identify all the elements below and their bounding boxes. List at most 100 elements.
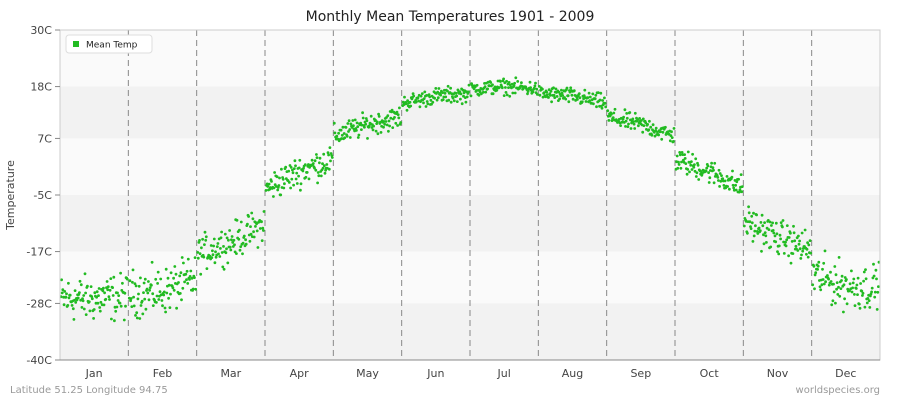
data-point — [832, 290, 836, 294]
data-point — [74, 301, 78, 304]
data-point — [138, 317, 142, 320]
data-point — [592, 102, 595, 106]
data-point — [105, 280, 109, 283]
data-point — [444, 95, 448, 99]
data-point — [857, 302, 861, 306]
data-point — [545, 93, 549, 97]
data-point — [298, 158, 302, 162]
data-point — [148, 288, 152, 292]
data-point — [343, 136, 347, 140]
x-axis-ticks: Jan Feb Mar Apr May Jun Jul Aug Sep Oct Nov Dec — [85, 367, 857, 380]
data-point — [374, 118, 377, 122]
data-point — [213, 261, 217, 265]
data-point — [864, 268, 867, 271]
data-point — [287, 181, 291, 184]
data-point — [128, 279, 132, 283]
data-point — [706, 164, 710, 168]
data-point — [449, 86, 452, 90]
data-point — [761, 224, 765, 228]
data-point — [360, 128, 363, 132]
data-point — [144, 307, 148, 311]
data-point — [348, 128, 352, 131]
data-point — [169, 292, 172, 296]
data-point — [65, 292, 68, 296]
data-point — [102, 286, 105, 290]
data-point — [813, 273, 817, 277]
data-point — [220, 230, 224, 234]
data-point — [420, 92, 424, 95]
data-point — [781, 225, 784, 229]
data-point — [246, 222, 249, 226]
data-point — [436, 96, 440, 100]
data-point — [812, 264, 816, 268]
data-point — [399, 121, 403, 124]
data-point — [307, 177, 311, 181]
data-point — [777, 252, 781, 256]
data-point — [327, 167, 331, 171]
data-point — [204, 238, 208, 242]
data-point — [732, 186, 736, 190]
data-point — [669, 134, 673, 138]
data-point — [282, 186, 286, 190]
data-point — [537, 85, 541, 88]
data-point — [116, 291, 119, 295]
data-point — [875, 308, 879, 311]
data-point — [569, 86, 573, 90]
data-point — [625, 116, 629, 120]
data-point — [374, 129, 378, 133]
data-point — [416, 96, 420, 100]
data-point — [273, 171, 276, 174]
data-point — [763, 221, 766, 225]
data-point — [621, 117, 625, 121]
data-point — [854, 287, 858, 290]
data-point — [713, 161, 717, 165]
x-tick-label: Apr — [290, 367, 310, 380]
data-point — [297, 174, 300, 178]
data-point — [747, 211, 751, 215]
data-point — [103, 291, 106, 295]
data-point — [460, 102, 464, 106]
y-tick-label: 18C — [30, 81, 52, 94]
data-point — [252, 230, 256, 234]
data-point — [147, 280, 150, 283]
data-point — [124, 304, 127, 308]
data-point — [347, 119, 351, 123]
data-point — [570, 93, 574, 97]
data-point — [137, 284, 141, 288]
data-point — [571, 97, 575, 101]
data-point — [816, 268, 819, 271]
data-point — [787, 236, 791, 239]
y-tick-label: -28C — [26, 297, 52, 310]
data-point — [610, 112, 613, 116]
data-point — [427, 93, 431, 97]
data-point — [72, 318, 76, 321]
data-point — [353, 118, 357, 122]
x-tick-label: May — [356, 367, 379, 380]
data-point — [734, 188, 738, 192]
data-point — [547, 88, 551, 92]
data-point — [535, 87, 539, 91]
data-point — [516, 80, 520, 83]
data-point — [678, 151, 682, 154]
data-point — [426, 102, 430, 106]
data-point — [324, 168, 327, 172]
data-point — [311, 162, 315, 165]
data-point — [678, 153, 682, 157]
data-point — [541, 87, 544, 91]
data-point — [855, 283, 859, 287]
data-point — [101, 289, 105, 293]
data-point — [319, 174, 323, 178]
data-point — [267, 182, 271, 186]
data-point — [428, 95, 432, 99]
data-point — [230, 238, 233, 242]
data-point — [295, 171, 299, 175]
data-point — [405, 108, 409, 112]
data-point — [843, 297, 846, 301]
data-point — [115, 305, 119, 309]
data-point — [418, 105, 422, 109]
footer-location: Latitude 51.25 Longitude 94.75 — [10, 385, 168, 396]
data-point — [386, 114, 390, 118]
data-point — [600, 106, 604, 110]
data-point — [93, 291, 97, 295]
data-point — [96, 301, 100, 305]
